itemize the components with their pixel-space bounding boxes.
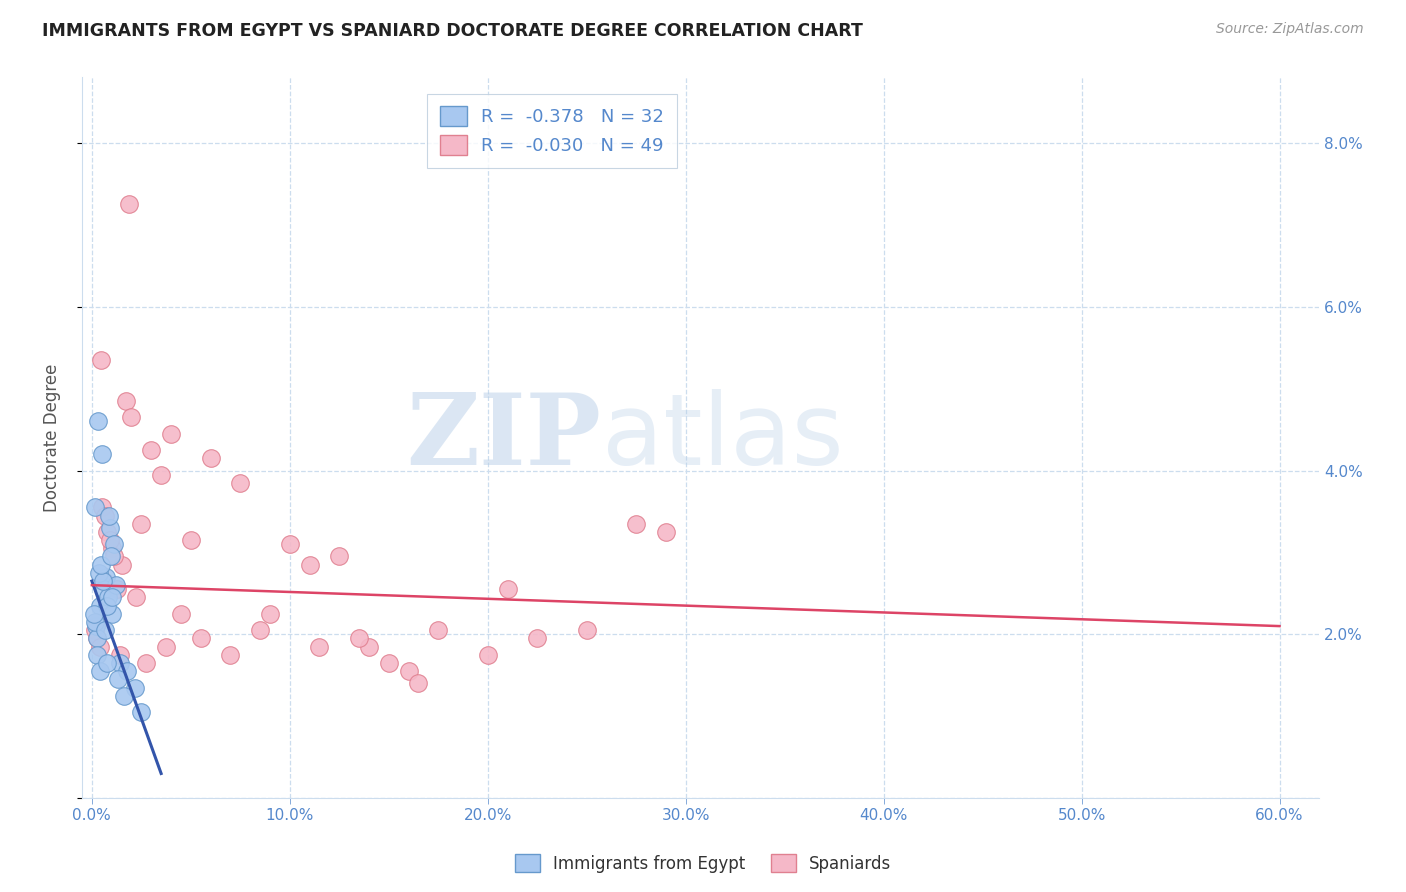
Point [103,549,125,564]
Text: atlas: atlas [602,389,844,486]
Point [655,524,678,539]
Point [87,566,110,580]
Point [108,648,131,662]
Point [104,578,127,592]
Point [190,632,212,646]
Point [107,673,129,687]
Point [118,197,141,211]
Point [90,447,112,461]
Point [100,549,122,564]
Point [496,582,519,597]
Point [86,632,108,646]
Point [131,705,153,719]
Point [398,664,420,678]
Point [83,607,105,621]
Point [98,521,121,535]
Y-axis label: Doctorate Degree: Doctorate Degree [44,364,60,512]
Text: ZIP: ZIP [406,389,602,486]
Text: IMMIGRANTS FROM EGYPT VS SPANIARD DOCTORATE DEGREE CORRELATION CHART: IMMIGRANTS FROM EGYPT VS SPANIARD DOCTOR… [42,22,863,40]
Point [141,443,163,458]
Point [90,353,112,368]
Point [84,619,107,633]
Point [91,574,114,588]
Point [229,475,252,490]
Point [93,623,115,637]
Text: Source: ZipAtlas.com: Source: ZipAtlas.com [1216,22,1364,37]
Point [83,623,105,637]
Point [96,524,118,539]
Point [160,426,183,441]
Point [427,623,450,637]
Point [477,648,499,662]
Point [93,508,115,523]
Point [259,607,281,621]
Point [89,599,111,613]
Point [180,533,202,548]
Point [624,516,647,531]
Point [328,549,350,564]
Point [97,591,120,605]
Point [86,632,108,646]
Point [298,558,321,572]
Point [131,516,153,531]
Point [94,570,117,584]
Point [357,640,380,654]
Point [96,599,118,613]
Point [308,640,330,654]
Point [170,607,193,621]
Point [526,632,548,646]
Point [100,591,122,605]
Point [117,664,139,678]
Point [135,656,157,670]
Point [347,632,370,646]
Point [249,623,271,637]
Point [86,648,108,662]
Point [124,681,146,695]
Point [575,623,598,637]
Point [84,615,107,629]
Point [120,410,142,425]
Point [378,656,401,670]
Point [219,648,242,662]
Point [112,689,135,703]
Point [108,656,131,670]
Point [87,414,110,428]
Point [97,508,120,523]
Point [90,500,112,515]
Point [155,640,177,654]
Point [93,574,115,588]
Point [89,664,111,678]
Point [100,541,122,556]
Legend: R =  -0.378   N = 32, R =  -0.030   N = 49: R = -0.378 N = 32, R = -0.030 N = 49 [427,94,676,168]
Point [408,676,430,690]
Point [98,533,121,548]
Point [93,582,115,597]
Point [89,640,111,654]
Point [87,615,110,629]
Point [103,537,125,551]
Point [150,467,173,482]
Point [96,656,118,670]
Point [100,607,122,621]
Point [110,558,132,572]
Legend: Immigrants from Egypt, Spaniards: Immigrants from Egypt, Spaniards [508,847,898,880]
Point [278,537,301,551]
Point [115,393,138,408]
Point [125,591,148,605]
Point [105,582,128,597]
Point [200,451,222,466]
Point [90,558,112,572]
Point [83,500,105,515]
